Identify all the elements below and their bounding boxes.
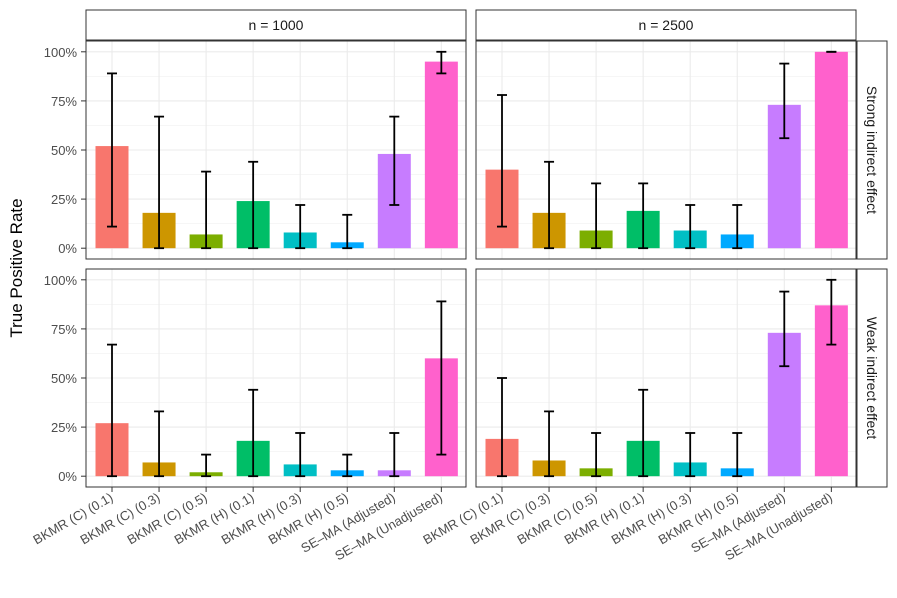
panel-border: [475, 40, 857, 260]
strips-layer: n = 1000 n = 2500 Strong indirect effect We…: [85, 9, 888, 488]
x-tick-label: BKMR (H) (0.1): [172, 490, 257, 548]
x-tick-label: BKMR (H) (0.3): [219, 490, 304, 548]
strip-right-box: [856, 268, 888, 488]
y-tick-label: 25%: [51, 420, 77, 435]
panel-border: [475, 268, 857, 488]
panel-0-0: [85, 40, 467, 260]
strip-right-label: Weak indirect effect: [864, 317, 880, 440]
panels-layer: [85, 40, 857, 488]
strip-right-box: [856, 40, 888, 260]
y-tick-label: 25%: [51, 192, 77, 207]
y-axis-label: True Positive Rate: [7, 198, 26, 337]
strip-top-box: [475, 9, 857, 41]
y-tick-label: 100%: [44, 273, 78, 288]
x-tick-label: BKMR (H) (0.3): [609, 490, 694, 548]
y-tick-label: 50%: [51, 371, 77, 386]
bar: [814, 51, 848, 249]
x-tick-label: BKMR (C) (0.5): [125, 490, 210, 548]
strip-top-label: n = 1000: [249, 17, 304, 33]
x-tick-label: BKMR (H) (0.1): [562, 490, 647, 548]
y-tick-label: 100%: [44, 45, 78, 60]
y-tick-label: 75%: [51, 322, 77, 337]
strip-right-label: Strong indirect effect: [864, 86, 880, 214]
panel-0-1: [85, 268, 467, 488]
strip-top-label: n = 2500: [639, 17, 694, 33]
y-tick-label: 75%: [51, 94, 77, 109]
x-tick-label: BKMR (C) (0.5): [515, 490, 600, 548]
strip-top-box: [85, 9, 467, 41]
panel-1-0: [475, 40, 857, 260]
y-tick-label: 0%: [58, 241, 77, 256]
x-tick-label: BKMR (C) (0.3): [467, 490, 552, 548]
x-tick-label: BKMR (C) (0.1): [30, 490, 115, 548]
panel-1-1: [475, 268, 857, 488]
x-tick-label: BKMR (C) (0.3): [77, 490, 162, 548]
y-tick-label: 50%: [51, 143, 77, 158]
y-tick-label: 0%: [58, 469, 77, 484]
bar: [424, 61, 458, 249]
